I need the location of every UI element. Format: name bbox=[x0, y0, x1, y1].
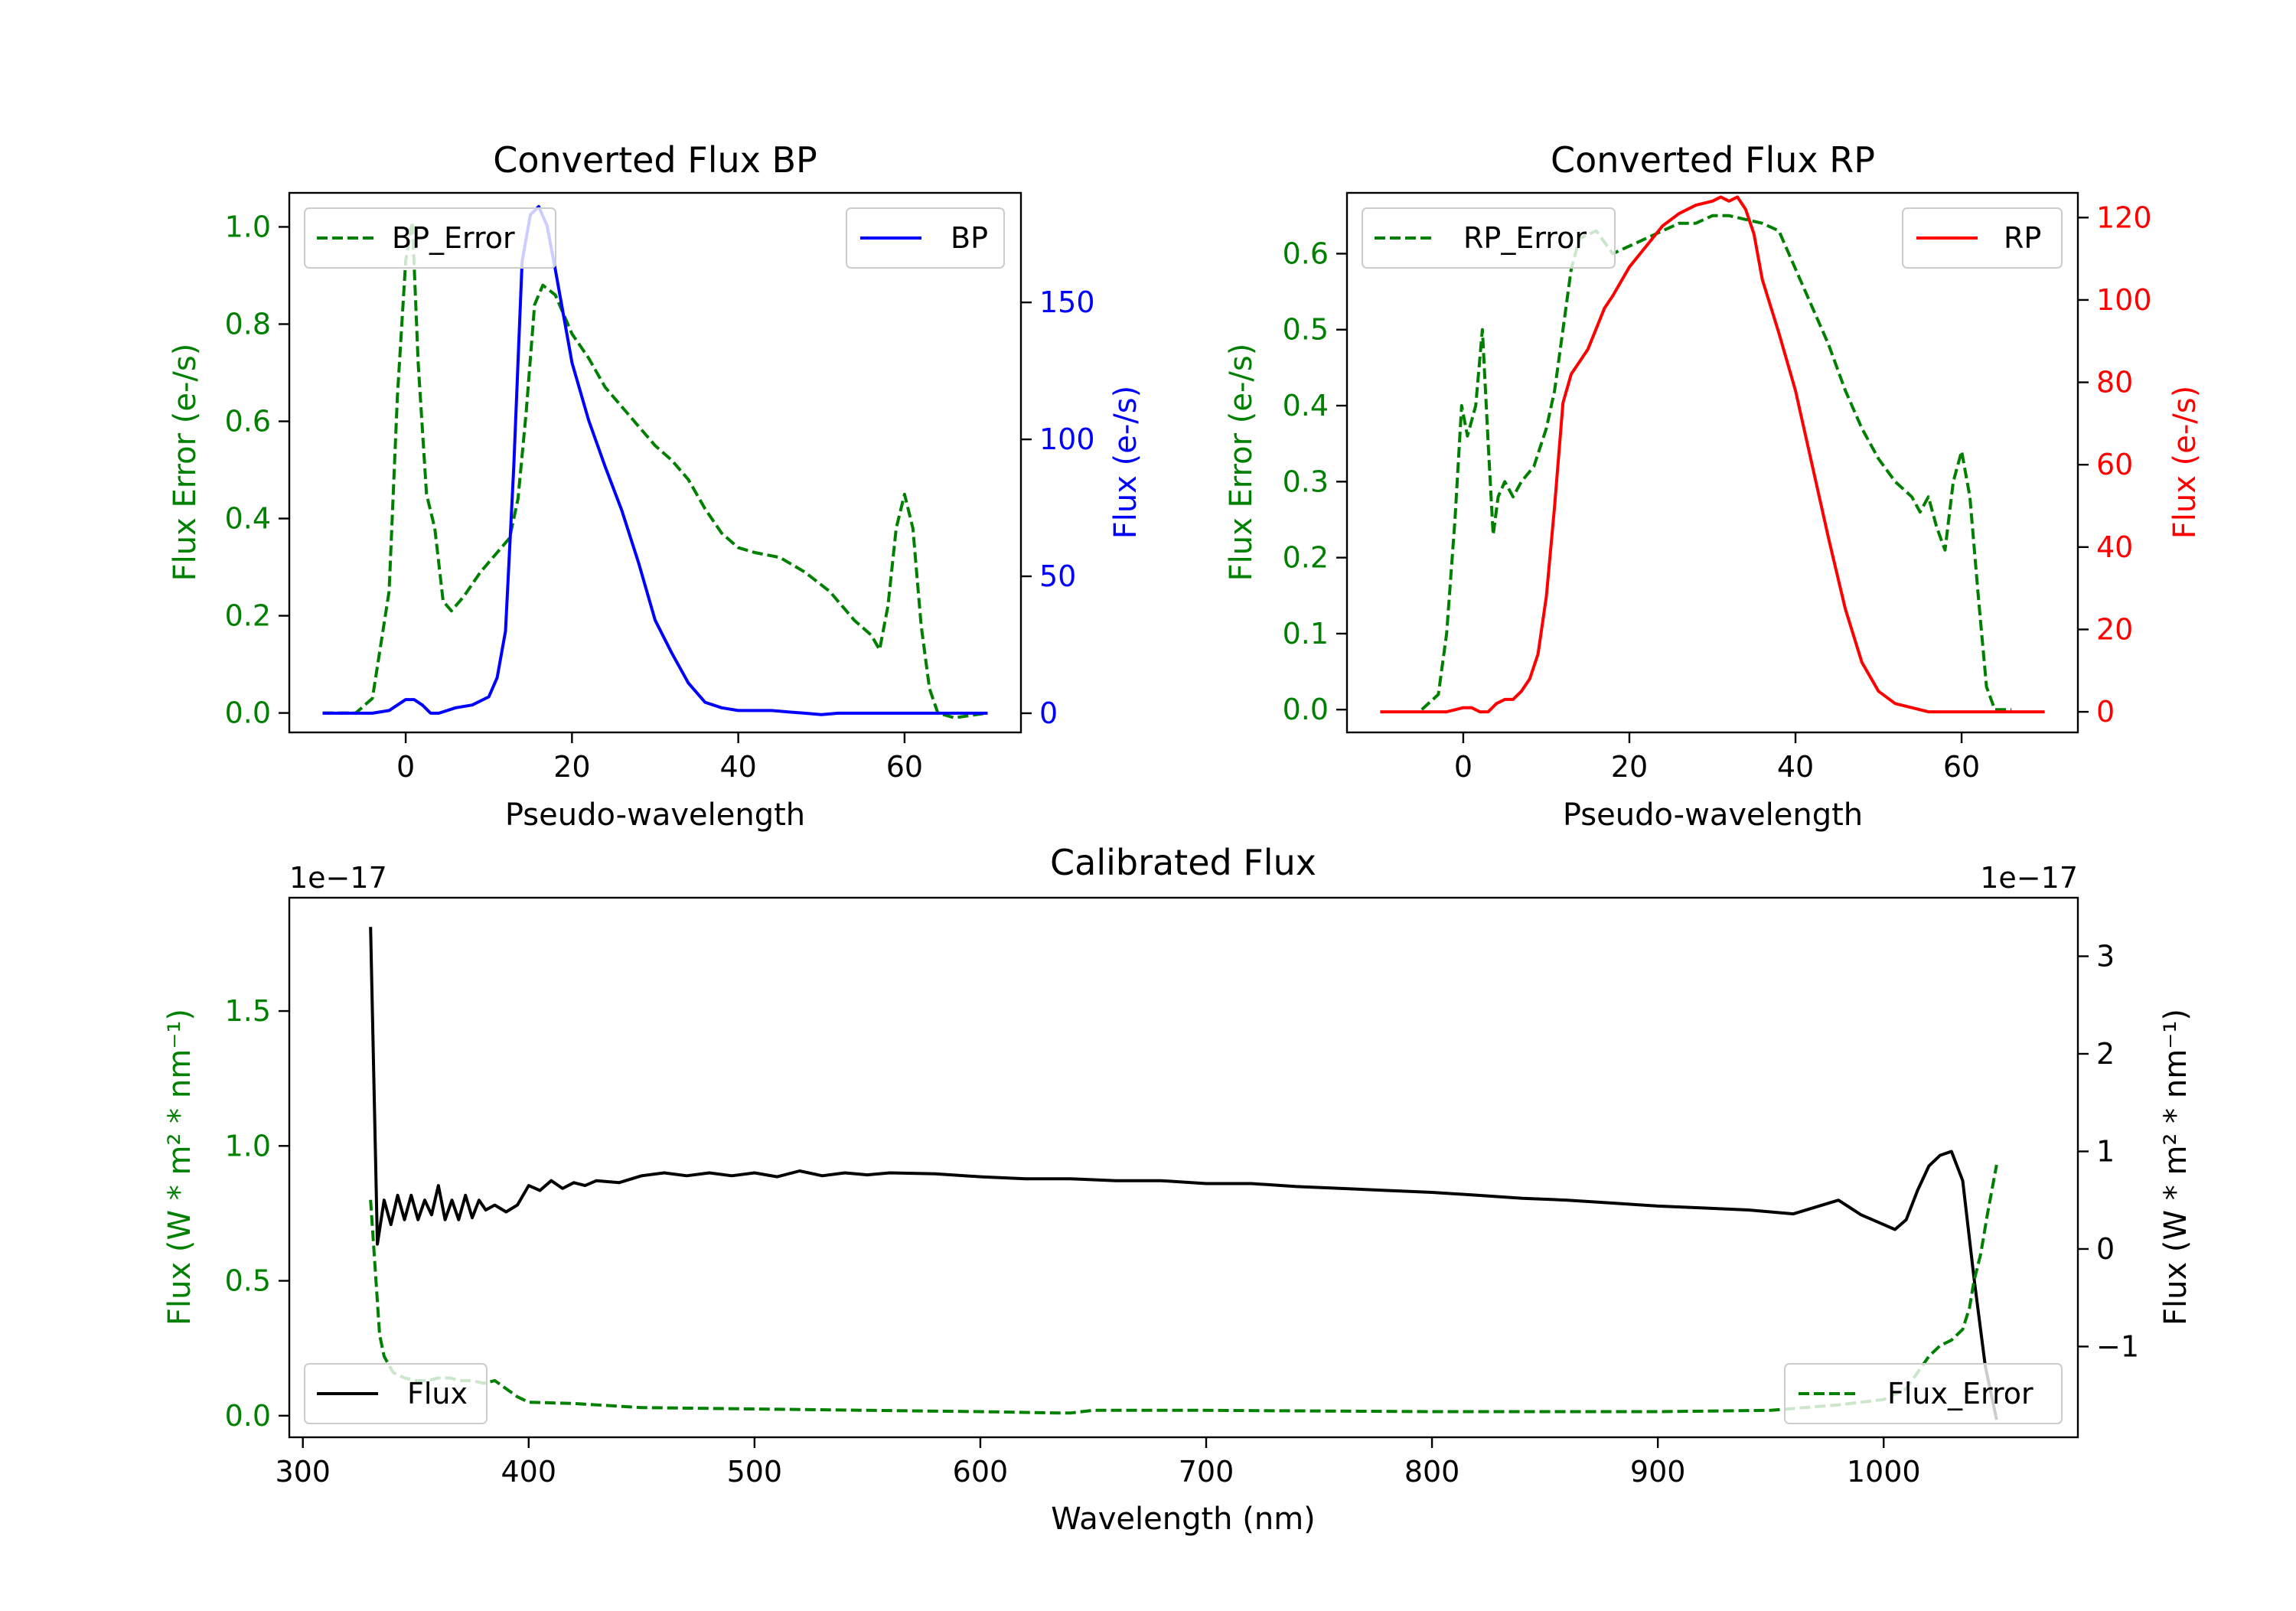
legend-rp-label: RP bbox=[2004, 221, 2041, 255]
y-left-tick-label: 0.0 bbox=[225, 1399, 271, 1433]
y-left-tick-label: 0.0 bbox=[1283, 693, 1329, 726]
y-left-tick-label: 0.5 bbox=[1283, 313, 1329, 347]
y-left-tick-label: 0.1 bbox=[1283, 617, 1329, 651]
y-right-tick-label: 0 bbox=[2096, 1232, 2115, 1266]
legend-flux-error: Flux_Error bbox=[1784, 1363, 2063, 1424]
y-right-tick-label: 0 bbox=[2096, 695, 2115, 729]
y-right-tick-label: 1 bbox=[2096, 1134, 2115, 1168]
y-right-tick-label: −1 bbox=[2096, 1329, 2139, 1363]
legend-flux-error-label: Flux_Error bbox=[1887, 1377, 2033, 1410]
series-rp-line bbox=[1380, 195, 2045, 714]
panel-calibrated-frame bbox=[288, 896, 2079, 1439]
panel-rp: Converted Flux RP 0 20 40 60 0.0 0.1 0.2 0.3 0.4… bbox=[1224, 139, 2203, 833]
y-left-tick-label: 0.8 bbox=[225, 307, 271, 341]
y-right-tick-label: 120 bbox=[2096, 201, 2152, 234]
panel-rp-plot bbox=[1380, 195, 2045, 714]
panel-bp-frame bbox=[288, 191, 1022, 734]
panel-rp-title: Converted Flux RP bbox=[1551, 139, 1875, 181]
y-left-tick-label: 0.6 bbox=[225, 405, 271, 439]
y-right-tick-label: 100 bbox=[1039, 422, 1095, 456]
panel-bp-ylabel-left: Flux Error (e-/s) bbox=[168, 344, 203, 582]
y-left-tick-label: 0.0 bbox=[225, 696, 271, 730]
panel-rp-ylabel-right: Flux (e-/s) bbox=[2167, 386, 2203, 539]
panel-bp-ticks: 0 20 40 60 0.0 0.2 0.4 0.6 0.8 1.0 0 50 100 150 bbox=[225, 210, 1095, 784]
panel-calibrated-xlabel: Wavelength (nm) bbox=[1051, 1502, 1316, 1537]
panel-rp-ylabel-left: Flux Error (e-/s) bbox=[1224, 344, 1259, 582]
y-left-tick-label: 0.4 bbox=[1283, 389, 1329, 422]
x-tick-label: 900 bbox=[1630, 1455, 1686, 1489]
y-left-tick-label: 1.5 bbox=[225, 994, 271, 1028]
x-tick-label: 20 bbox=[1611, 750, 1648, 784]
y-left-tick-label: 0.4 bbox=[225, 502, 271, 536]
panel-calibrated-title: Calibrated Flux bbox=[1050, 842, 1316, 883]
panel-bp-xlabel: Pseudo-wavelength bbox=[505, 797, 805, 833]
x-tick-label: 0 bbox=[1454, 750, 1473, 784]
legend-bp-error: BP_Error bbox=[304, 207, 556, 269]
y-right-tick-label: 3 bbox=[2096, 939, 2115, 973]
y-right-tick-label: 100 bbox=[2096, 283, 2152, 317]
y-left-tick-label: 0.3 bbox=[1283, 465, 1329, 498]
legend-rp-error: RP_Error bbox=[1362, 207, 1616, 269]
panel-rp-xlabel: Pseudo-wavelength bbox=[1563, 797, 1863, 833]
panel-calibrated: Calibrated Flux 300 400 500 600 700 800 900 100… bbox=[162, 842, 2193, 1537]
series-rp-error-line bbox=[1420, 214, 2012, 712]
panel-calibrated-ylabel-left: Flux (W * m² * nm⁻¹) bbox=[162, 1009, 197, 1326]
x-tick-label: 20 bbox=[553, 750, 590, 784]
legend-flux: Flux bbox=[304, 1363, 488, 1424]
y-right-tick-label: 150 bbox=[1039, 285, 1095, 319]
y-left-tick-label: 0.5 bbox=[225, 1264, 271, 1298]
y-right-tick-label: 40 bbox=[2096, 530, 2133, 564]
y-left-tick-label: 1.0 bbox=[225, 1129, 271, 1163]
legend-rp-error-label: RP_Error bbox=[1463, 221, 1587, 255]
x-tick-label: 600 bbox=[953, 1455, 1009, 1489]
y-left-tick-label: 1.0 bbox=[225, 210, 271, 243]
panel-rp-ticks: 0 20 40 60 0.0 0.1 0.2 0.3 0.4 0.5 0.6 0 20 40 60 80 100… bbox=[1283, 201, 2152, 784]
y-right-tick-label: 0 bbox=[1039, 696, 1058, 730]
x-tick-label: 60 bbox=[1943, 750, 1980, 784]
x-tick-label: 40 bbox=[719, 750, 756, 784]
y-right-tick-label: 60 bbox=[2096, 448, 2133, 481]
legend-bp-label: BP bbox=[951, 221, 988, 255]
legend-bp: BP bbox=[846, 207, 1005, 269]
panel-bp-plot bbox=[322, 204, 988, 719]
x-tick-label: 300 bbox=[275, 1455, 331, 1489]
legend-bp-error-label: BP_Error bbox=[392, 221, 515, 255]
series-bp-line bbox=[322, 204, 988, 716]
y-left-tick-label: 0.2 bbox=[1283, 541, 1329, 575]
panel-calibrated-ylabel-right: Flux (W * m² * nm⁻¹) bbox=[2158, 1009, 2193, 1326]
panel-bp-title: Converted Flux BP bbox=[493, 139, 817, 181]
series-bp-error-line bbox=[322, 220, 988, 719]
y-right-tick-label: 80 bbox=[2096, 366, 2133, 399]
y-right-tick-label: 20 bbox=[2096, 612, 2133, 646]
x-tick-label: 1000 bbox=[1847, 1455, 1921, 1489]
x-tick-label: 700 bbox=[1179, 1455, 1234, 1489]
panel-calibrated-right-offset: 1e−17 bbox=[1980, 861, 2078, 895]
panel-calibrated-left-offset: 1e−17 bbox=[289, 861, 387, 895]
panel-bp-ylabel-right: Flux (e-/s) bbox=[1108, 386, 1143, 539]
series-flux-line bbox=[369, 927, 1998, 1420]
legend-flux-label: Flux bbox=[407, 1377, 468, 1410]
y-left-tick-label: 0.2 bbox=[225, 599, 271, 633]
panel-calibrated-ticks: 300 400 500 600 700 800 900 1000 0.0 0.5 1.0 1.5 −1 0… bbox=[225, 939, 2139, 1489]
panel-rp-frame bbox=[1345, 191, 2079, 734]
x-tick-label: 500 bbox=[727, 1455, 783, 1489]
x-tick-label: 60 bbox=[886, 750, 923, 784]
panel-bp: Converted Flux BP 0 20 40 60 0.0 0.2 0.4 0.6 0.8… bbox=[168, 139, 1143, 833]
x-tick-label: 800 bbox=[1404, 1455, 1460, 1489]
y-right-tick-label: 2 bbox=[2096, 1037, 2115, 1071]
x-tick-label: 0 bbox=[396, 750, 415, 784]
y-right-tick-label: 50 bbox=[1039, 559, 1076, 593]
legend-rp: RP bbox=[1902, 207, 2063, 269]
x-tick-label: 400 bbox=[501, 1455, 557, 1489]
x-tick-label: 40 bbox=[1777, 750, 1814, 784]
y-left-tick-label: 0.6 bbox=[1283, 236, 1329, 270]
